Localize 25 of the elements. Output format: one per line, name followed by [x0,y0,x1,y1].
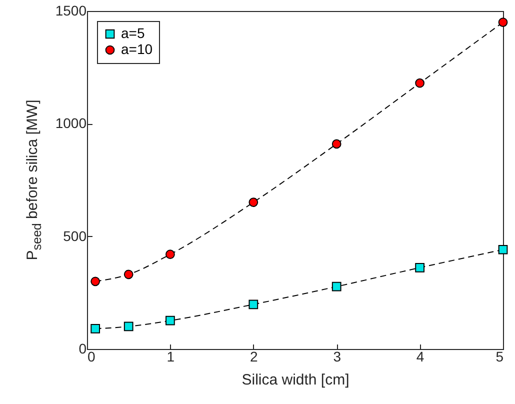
y-tick-label: 1000 [55,115,87,132]
point [90,324,100,334]
point [498,18,508,27]
legend-label: a=5 [121,25,145,41]
point [415,78,424,88]
point [90,276,100,286]
x-tick-label: 5 [496,348,504,364]
point [332,139,342,149]
point [415,262,424,272]
point [248,300,258,310]
legend-label: a=10 [121,41,153,57]
point [498,244,508,254]
x-tick-label: 4 [416,348,424,364]
point [124,322,134,332]
y-tick-label: 500 [63,228,87,244]
point [166,316,175,326]
y-tick-label: 1500 [55,2,87,18]
x-axis-title: Silica width [cm] [242,372,350,388]
x-tick-label: 3 [333,348,342,364]
point [248,198,258,207]
point [166,250,175,260]
point [124,270,134,280]
x-tick-label: 2 [250,348,258,364]
point [332,282,342,292]
x-tick-label: 1 [166,348,175,364]
